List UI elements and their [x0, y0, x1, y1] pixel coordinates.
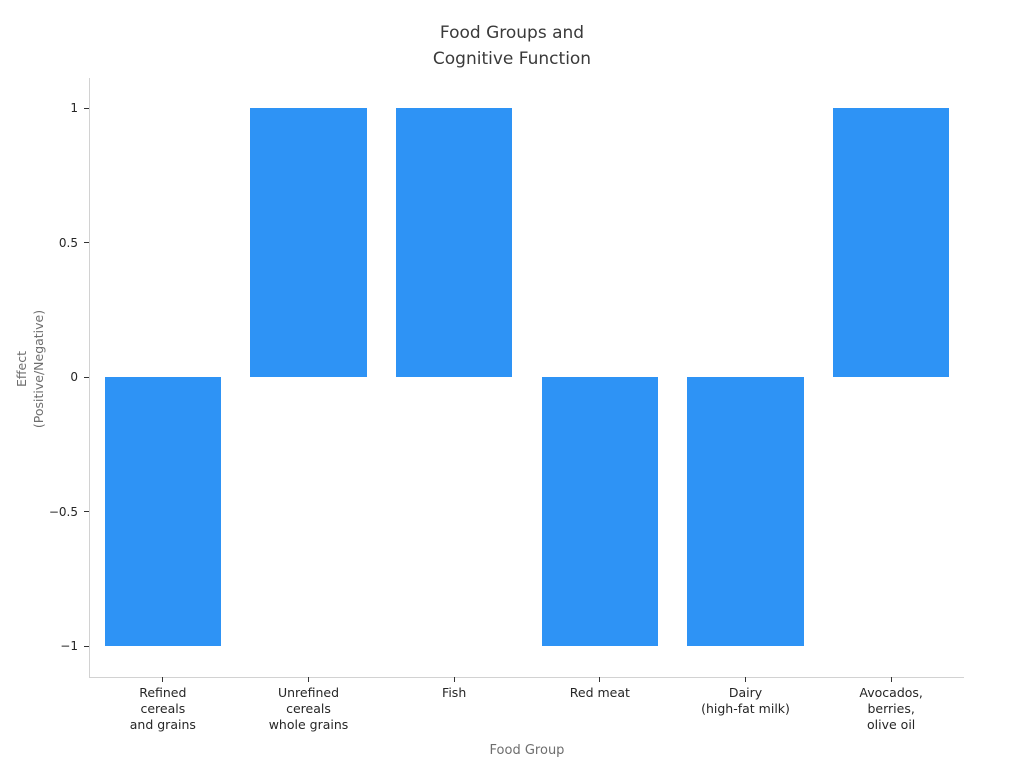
x-tick-mark: [890, 677, 892, 682]
x-axis-line: [89, 677, 964, 678]
x-tick-label: Refined cereals and grains: [129, 685, 196, 732]
bar: [541, 377, 659, 646]
chart-title: Food Groups and Cognitive Function: [432, 23, 592, 69]
y-tick-label: 0.5: [58, 235, 78, 250]
x-tick-label: Unrefined cereals whole grains: [268, 685, 349, 732]
y-tick-label: 0: [70, 370, 78, 384]
x-tick-label: Red meat: [569, 685, 630, 700]
y-tick-mark: [84, 376, 89, 378]
bar: [104, 377, 222, 646]
y-tick-mark: [84, 645, 89, 647]
bar: [832, 108, 950, 377]
x-tick-mark: [308, 677, 309, 682]
y-tick-label: 1: [70, 101, 78, 115]
y-tick-mark: [84, 242, 89, 243]
y-axis-title: Effect (Positive/Negative): [14, 309, 46, 429]
bar: [687, 377, 804, 646]
x-tick-mark: [745, 677, 746, 682]
y-tick-mark: [84, 107, 89, 109]
y-axis-line: [89, 78, 90, 678]
y-tick-label: −1: [60, 639, 78, 653]
y-tick-label: −0.5: [48, 504, 78, 519]
x-tick-mark: [453, 677, 455, 682]
bar: [395, 108, 513, 377]
x-axis-title: Food Group: [489, 743, 565, 758]
x-tick-label: Avocados, berries, olive oil: [859, 685, 923, 732]
bar: [250, 108, 367, 377]
x-tick-mark: [162, 677, 164, 682]
y-tick-mark: [84, 511, 89, 512]
x-tick-label: Fish: [442, 685, 467, 700]
x-tick-mark: [599, 677, 601, 682]
plot-area: Refined cereals and grains Unrefined cere…: [49, 78, 964, 732]
x-tick-label: Dairy (high-fat milk): [701, 685, 790, 716]
